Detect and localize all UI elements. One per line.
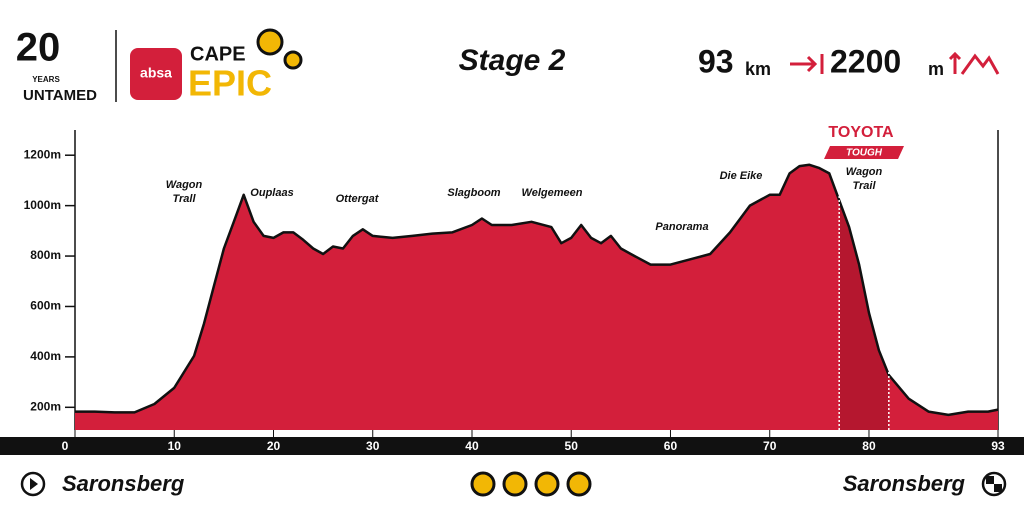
y-tick-label: 1200m [24, 147, 61, 161]
annotation: Ouplaas [250, 187, 293, 199]
gear [256, 28, 284, 56]
distance-icon [790, 54, 824, 74]
x-axis-band [0, 437, 1024, 455]
distance-unit: km [745, 59, 771, 79]
y-tick-label: 400m [30, 349, 61, 363]
x-tick-label: 20 [267, 439, 281, 453]
y-tick-label: 200m [30, 399, 61, 413]
highlight-badge [824, 146, 905, 159]
gear [502, 471, 528, 497]
logo-years: 20 [16, 26, 61, 70]
highlight-sponsor: TOYOTA [828, 124, 894, 141]
climbing-icon [948, 51, 1000, 75]
start-icon [30, 478, 38, 490]
gear [283, 50, 303, 70]
annotation: Trall [172, 193, 196, 205]
sponsor-badge [130, 48, 182, 100]
annotation: Slagboom [447, 187, 500, 199]
brand-top: CAPE [190, 43, 246, 65]
logo-tagline: UNTAMED [23, 87, 97, 104]
highlight-label: Wagon [846, 166, 883, 178]
y-tick-label: 1000m [24, 198, 61, 212]
x-tick-label: 0 [62, 439, 69, 453]
brand-main: EPIC [188, 63, 272, 104]
gear [534, 471, 560, 497]
x-tick-label: 10 [168, 439, 182, 453]
y-tick-label: 600m [30, 299, 61, 313]
annotation: Wagon [166, 179, 203, 191]
annotation: Die Eike [720, 170, 763, 182]
elevation-area [75, 164, 998, 431]
gear [566, 471, 592, 497]
x-tick-label: 80 [862, 439, 876, 453]
finish-label: Saronsberg [843, 471, 966, 496]
chart-title: Stage 2 [459, 44, 566, 77]
climbing-unit: m [928, 59, 944, 79]
highlight-badge-label: TOUGH [846, 148, 883, 159]
x-tick-label: 50 [565, 439, 579, 453]
x-tick-label: 40 [465, 439, 479, 453]
annotation: Panorama [655, 221, 708, 233]
logo: 20 YEARS UNTAMED absa CAPE EPIC [16, 26, 303, 104]
y-tick-label: 800m [30, 248, 61, 262]
climbing: 2200 [830, 43, 901, 79]
x-tick-label: 70 [763, 439, 777, 453]
highlight-label: Trail [853, 180, 877, 192]
finish-icon [986, 476, 1002, 492]
annotation: Welgemeen [522, 187, 583, 199]
logo-years-word: YEARS [32, 75, 60, 84]
start-icon [20, 471, 46, 497]
x-tick-label: 60 [664, 439, 678, 453]
x-tick-label: 30 [366, 439, 380, 453]
elevation-line [75, 163, 999, 417]
distance: 93 [698, 43, 734, 79]
sponsor: absa [140, 65, 172, 81]
gear [470, 471, 496, 497]
x-tick-label: 93 [991, 439, 1005, 453]
start-label: Saronsberg [62, 471, 185, 496]
difficulty [470, 471, 592, 497]
annotation: Ottergat [336, 193, 380, 205]
